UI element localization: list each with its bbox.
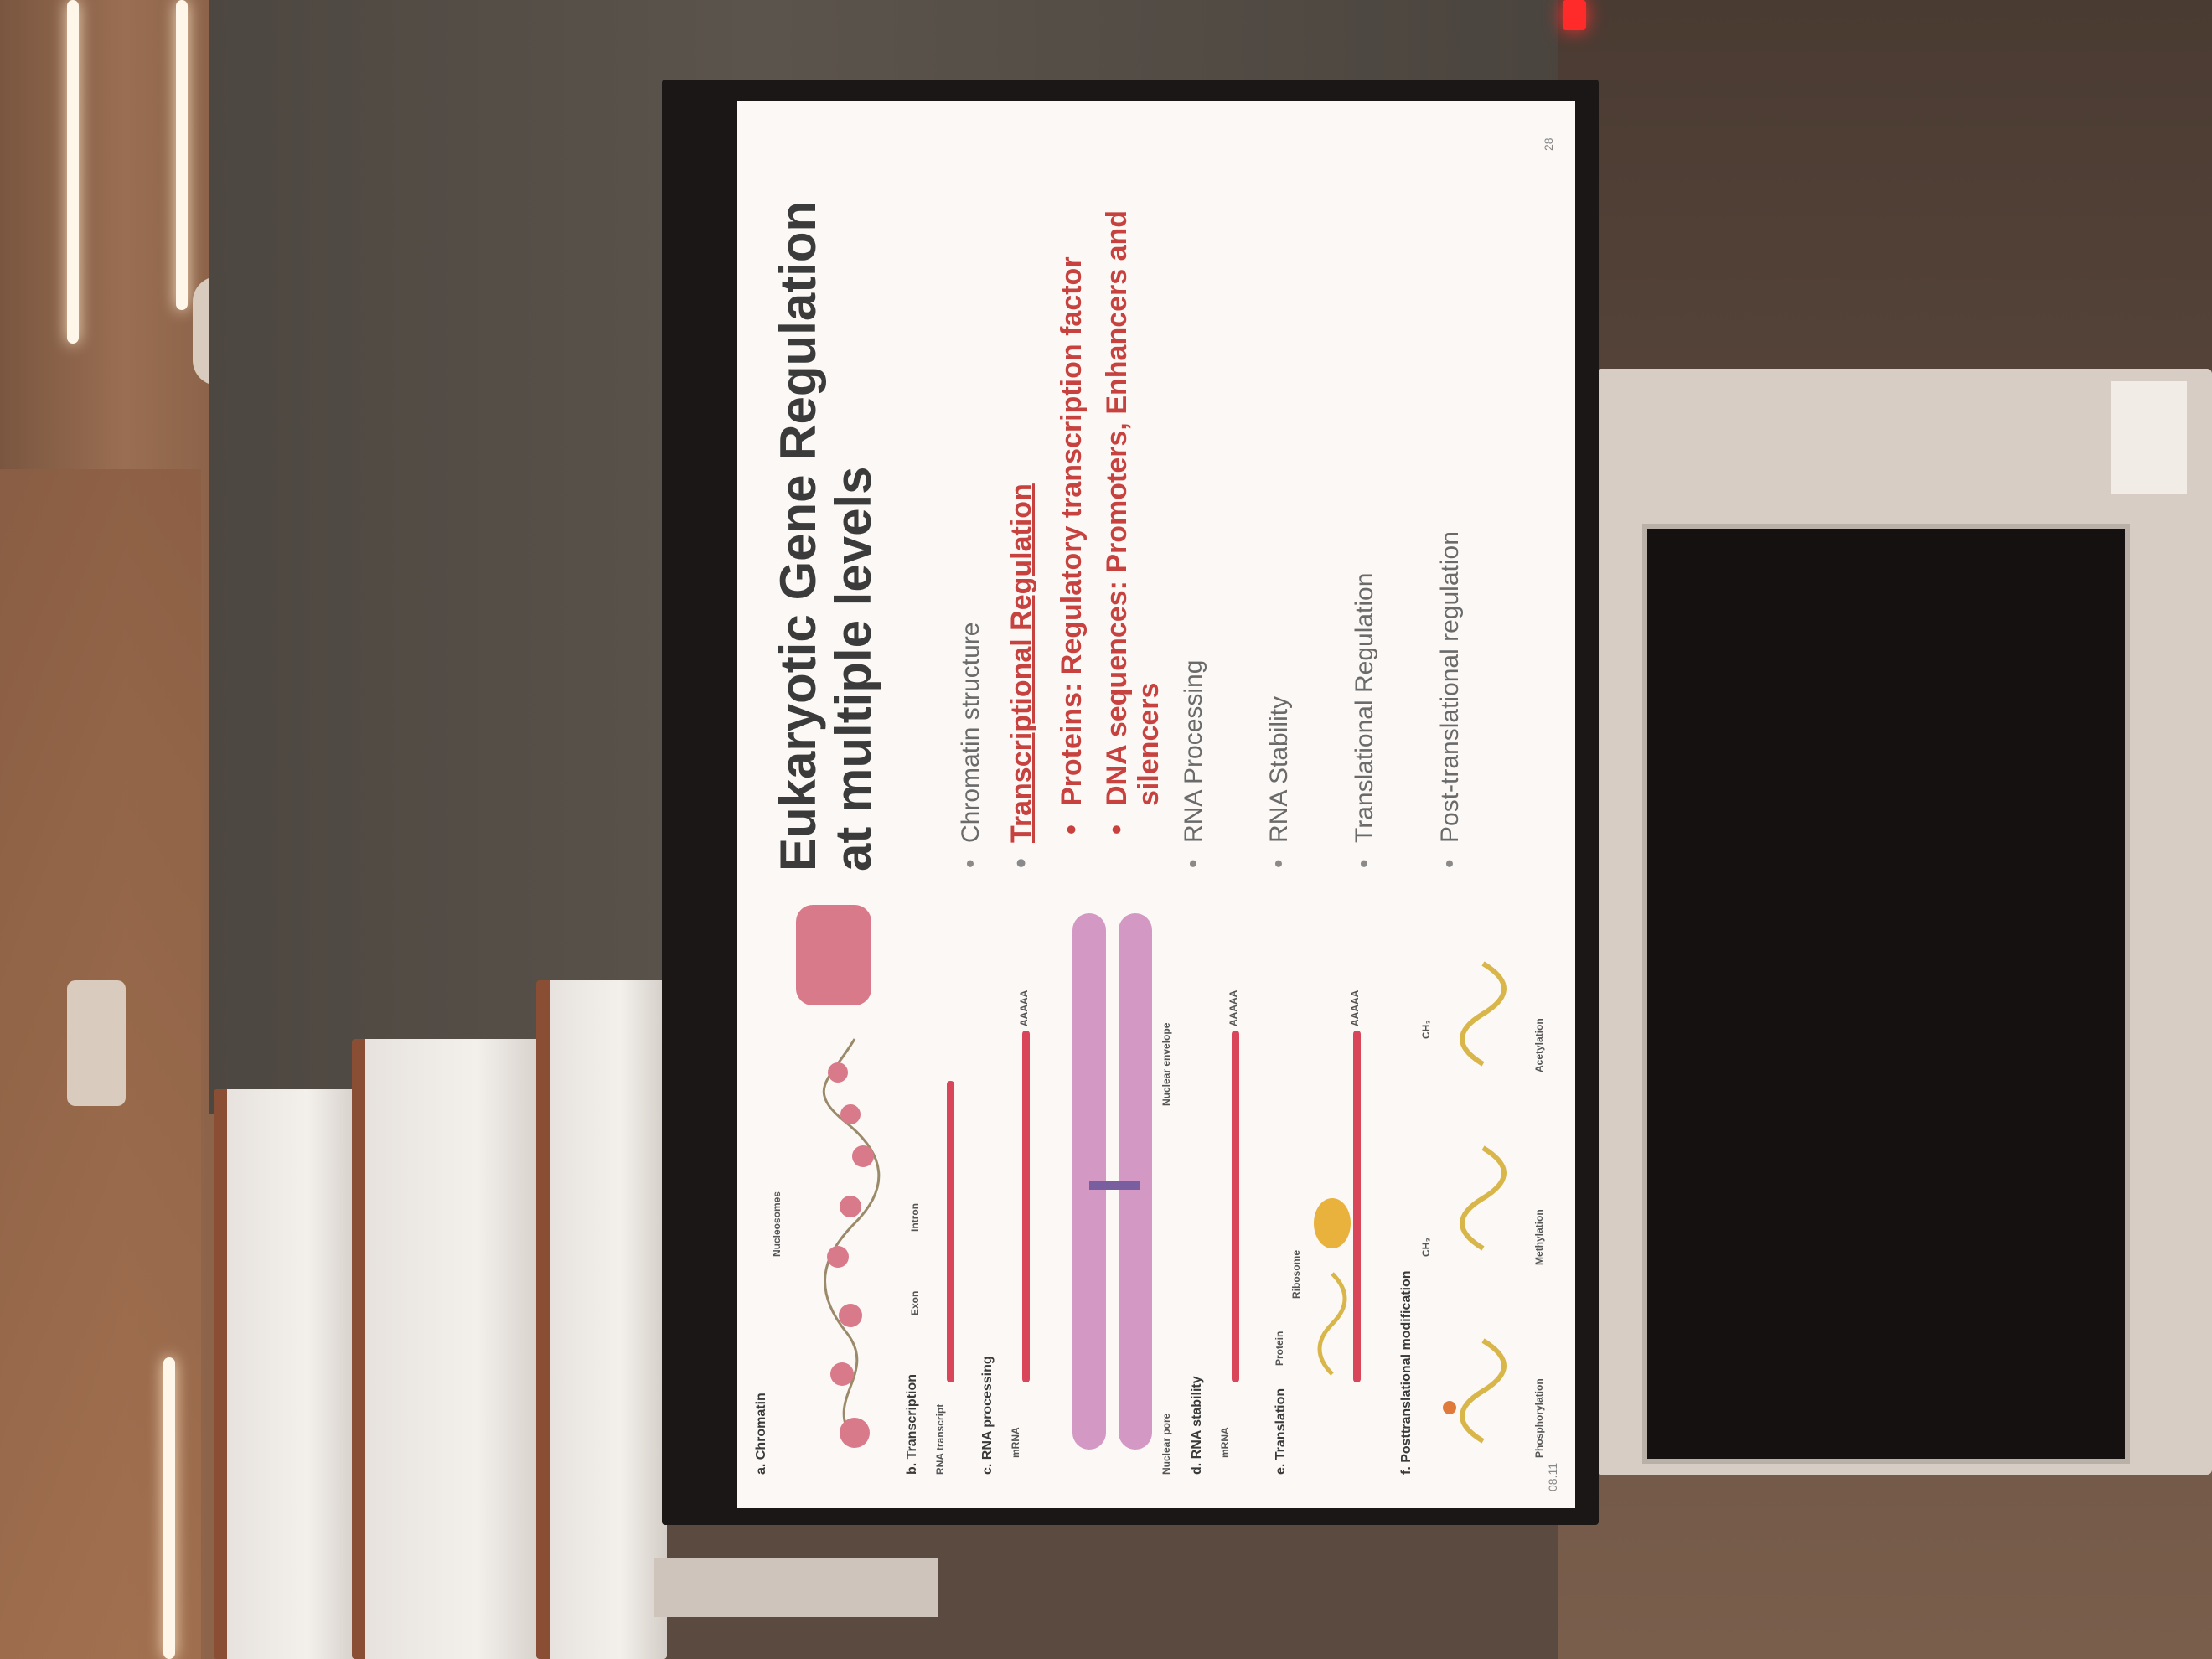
label-rna-stability: d. RNA stability: [1190, 1376, 1204, 1475]
label-rna-transcript: RNA transcript: [934, 1403, 946, 1475]
wall-light-strip: [67, 0, 79, 344]
wall-light-strip: [176, 0, 188, 310]
translation-figure: [1314, 1198, 1351, 1376]
wall-fixture: [67, 980, 126, 1106]
posttranslational-figure: [1443, 961, 1507, 1444]
label-mrna-c: mRNA: [1010, 1427, 1021, 1458]
label-acetyl-ch3: CH₃: [1420, 1020, 1432, 1039]
slide-title: Eukaryotic Gene Regulation at multiple l…: [770, 200, 881, 871]
lecture-desk: [214, 1089, 361, 1659]
subbullet-dna-sequences: DNA sequences: Promoters, Enhancers and …: [1101, 134, 1165, 871]
label-nuclear-pore: Nuclear pore: [1160, 1413, 1172, 1475]
wall-notice-sticker: [2111, 381, 2187, 494]
slide-bullet-list: Chromatin structure Transcriptional Regu…: [955, 134, 1485, 871]
projected-slide-area: a. Chromatin Nucleosomes b. Transcriptio…: [737, 101, 1575, 1508]
bullet-rna-stability: RNA Stability: [1264, 134, 1295, 871]
label-protein: Protein: [1274, 1331, 1285, 1366]
label-exon: Exon: [909, 1290, 921, 1315]
lecture-desk: [536, 980, 667, 1659]
label-methylation: Methylation: [1533, 1209, 1545, 1265]
exit-sign-light: [1563, 0, 1586, 30]
rna-transcript-strand: [947, 1081, 954, 1382]
desk-rail: [654, 1558, 938, 1617]
label-aaaaa-c: AAAAA: [1018, 990, 1030, 1026]
mrna-strand-e: [1353, 1031, 1361, 1382]
label-translation: e. Translation: [1274, 1388, 1288, 1475]
nuclear-envelope-figure: [1072, 913, 1152, 1450]
lecture-slide: a. Chromatin Nucleosomes b. Transcriptio…: [737, 101, 1575, 1508]
label-intron: Intron: [909, 1203, 921, 1232]
label-mrna-d: mRNA: [1219, 1427, 1231, 1458]
bullet-transcriptional-regulation: Transcriptional Regulation: [1005, 134, 1037, 871]
label-nuclear-envelope: Nuclear envelope: [1160, 1022, 1172, 1106]
label-posttranslational: f. Posttranslational modification: [1399, 1270, 1414, 1475]
label-aaaaa-d: AAAAA: [1227, 990, 1239, 1026]
mrna-strand-c: [1022, 1031, 1030, 1382]
mrna-strand-d: [1232, 1031, 1239, 1382]
label-chromatin: a. Chromatin: [754, 1393, 768, 1475]
chromatin-figure: [796, 905, 881, 1448]
label-nucleosomes: Nucleosomes: [771, 1191, 783, 1257]
wall-light-strip: [163, 1357, 175, 1659]
slide-footer-code: 08.11: [1546, 1463, 1559, 1491]
label-phosphorylation: Phosphorylation: [1533, 1378, 1545, 1458]
lecture-desk: [352, 1039, 550, 1659]
label-rna-processing: c. RNA processing: [980, 1356, 995, 1475]
whiteboard: [1642, 524, 2130, 1464]
bullet-translational-regulation: Translational Regulation: [1349, 134, 1381, 871]
label-transcription: b. Transcription: [905, 1373, 919, 1475]
bullet-chromatin-structure: Chromatin structure: [955, 134, 987, 871]
subbullet-proteins: Proteins: Regulatory transcription facto…: [1056, 134, 1088, 871]
label-methyl-ch3: CH₃: [1420, 1238, 1432, 1257]
bullet-rna-processing: RNA Processing: [1178, 134, 1210, 871]
slide-page-number: 28: [1542, 137, 1555, 151]
label-aaaaa-e: AAAAA: [1349, 990, 1361, 1026]
bullet-post-translational: Post-translational regulation: [1434, 134, 1466, 871]
label-acetylation: Acetylation: [1533, 1018, 1545, 1072]
